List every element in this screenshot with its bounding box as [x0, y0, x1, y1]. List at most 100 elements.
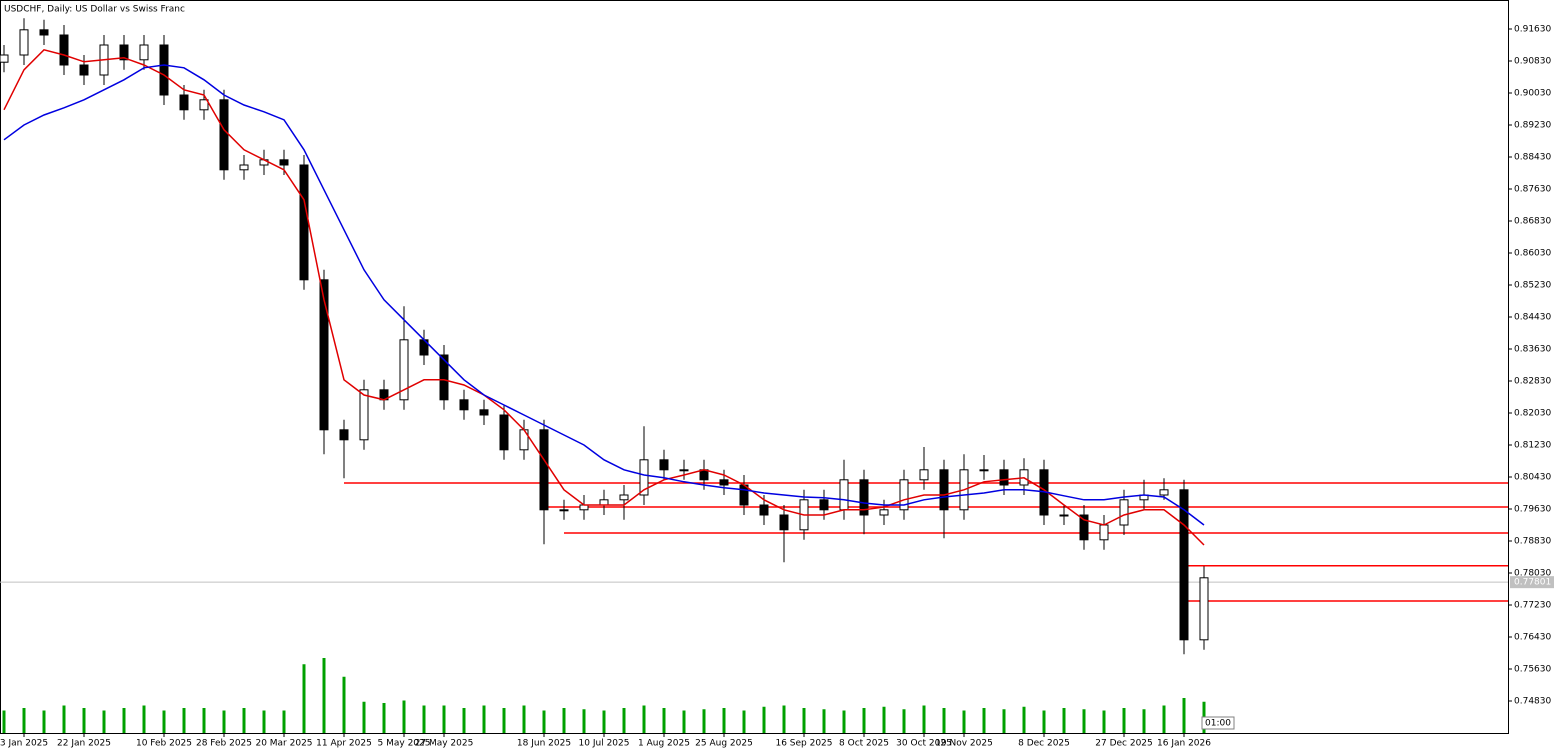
volume-bar	[162, 710, 166, 733]
x-tick-label: 27 May 2025	[415, 739, 474, 749]
candle-body	[399, 339, 409, 401]
volume-bar	[462, 708, 466, 733]
candle-body	[999, 469, 1009, 486]
x-tick-label: 10 Jul 2025	[579, 739, 630, 749]
countdown-box	[1201, 716, 1235, 730]
volume-bar	[302, 664, 306, 733]
volume-bar	[502, 708, 506, 733]
y-tick-label: 0.80430	[1514, 473, 1551, 483]
candle-body	[319, 279, 329, 431]
x-tick-label: 20 Mar 2025	[255, 739, 312, 749]
candle-body	[719, 479, 729, 486]
volume-bar	[622, 708, 626, 733]
volume-bar	[222, 710, 226, 733]
volume-bar	[102, 710, 106, 733]
volume-bar	[1082, 709, 1086, 733]
volume-bar	[802, 708, 806, 733]
volume-bar	[682, 710, 686, 733]
y-tick-label: 0.79630	[1514, 505, 1551, 515]
candle-body	[119, 44, 129, 61]
candle-body	[39, 29, 49, 36]
x-tick-label: 18 Jun 2025	[517, 739, 571, 749]
x-tick-label: 11 Apr 2025	[316, 739, 372, 749]
candle-body	[919, 469, 929, 481]
candle-body	[199, 99, 209, 111]
candle-body	[1059, 514, 1069, 517]
volume-bar	[1142, 709, 1146, 733]
y-tick-label: 0.78830	[1514, 537, 1551, 547]
candle-body	[1119, 499, 1129, 526]
candle-body	[759, 504, 769, 516]
volume-bar	[1102, 710, 1106, 733]
candle-body	[239, 164, 249, 171]
last-price-box	[1510, 576, 1554, 589]
candle-body	[139, 44, 149, 61]
volume-bar	[362, 701, 366, 733]
volume-bar	[2, 710, 6, 733]
x-tick-label: 5 May 2025	[378, 739, 431, 749]
volume-bar	[1162, 705, 1166, 733]
volume-bar	[1122, 708, 1126, 733]
candle-body	[0, 54, 9, 63]
candle-body	[499, 414, 509, 451]
candle-body	[219, 99, 229, 171]
candle-body	[299, 164, 309, 281]
candle-body	[1079, 514, 1089, 541]
x-tick-label: 30 Oct 2025	[896, 739, 952, 749]
volume-bar	[142, 705, 146, 733]
candle-body	[359, 389, 369, 441]
volume-bar	[1042, 710, 1046, 733]
candle-body	[939, 469, 949, 511]
candle-body	[859, 479, 869, 516]
volume-bar	[1062, 708, 1066, 733]
volume-bar	[702, 709, 706, 733]
candle-body	[879, 509, 889, 516]
x-tick-label: 8 Dec 2025	[1018, 739, 1070, 749]
candle-body	[459, 399, 469, 411]
volume-bar	[562, 708, 566, 733]
volume-bar	[242, 708, 246, 733]
candle-body	[1179, 489, 1189, 641]
volume-bar	[1022, 706, 1026, 733]
candle-body	[539, 429, 549, 511]
candle-body	[819, 499, 829, 511]
moving-average	[3, 48, 1205, 546]
y-tick-label: 0.77230	[1514, 601, 1551, 611]
y-tick-label: 0.86030	[1514, 249, 1551, 259]
volume-bar	[442, 705, 446, 733]
candle-body	[619, 494, 629, 501]
volume-bar	[82, 708, 86, 733]
volume-bar	[402, 700, 406, 733]
volume-bar	[1002, 709, 1006, 733]
x-tick-label: 28 Feb 2025	[196, 739, 252, 749]
volume-bar	[922, 705, 926, 733]
x-tick-label: 25 Aug 2025	[695, 739, 753, 749]
candle-body	[339, 429, 349, 441]
volume-bar	[1182, 698, 1186, 733]
candle-body	[159, 44, 169, 96]
volume-bar	[902, 709, 906, 733]
y-tick-label: 0.76430	[1514, 633, 1551, 643]
x-tick-label: 1 Aug 2025	[638, 739, 690, 749]
candle-body	[839, 479, 849, 511]
y-tick-label: 0.89230	[1514, 121, 1551, 131]
volume-bar	[942, 708, 946, 733]
volume-bar	[862, 708, 866, 733]
volume-bar	[482, 705, 486, 733]
y-tick-label: 0.83630	[1514, 345, 1551, 355]
volume-bar	[822, 709, 826, 733]
volume-bar	[602, 710, 606, 733]
volume-bar	[782, 705, 786, 733]
last-price-label: 0.77801	[1514, 578, 1551, 588]
volume-bar	[982, 708, 986, 733]
candle-body	[439, 354, 449, 401]
x-tick-label: 16 Jan 2026	[1157, 739, 1211, 749]
y-tick-label: 0.85230	[1514, 281, 1551, 291]
candle-body	[1159, 489, 1169, 496]
candle-body	[599, 499, 609, 506]
y-tick-label: 0.74830	[1514, 697, 1551, 707]
candle-body	[279, 159, 289, 166]
volume-bar	[762, 706, 766, 733]
candle-body	[779, 514, 789, 531]
x-tick-label: 16 Sep 2025	[775, 739, 832, 749]
